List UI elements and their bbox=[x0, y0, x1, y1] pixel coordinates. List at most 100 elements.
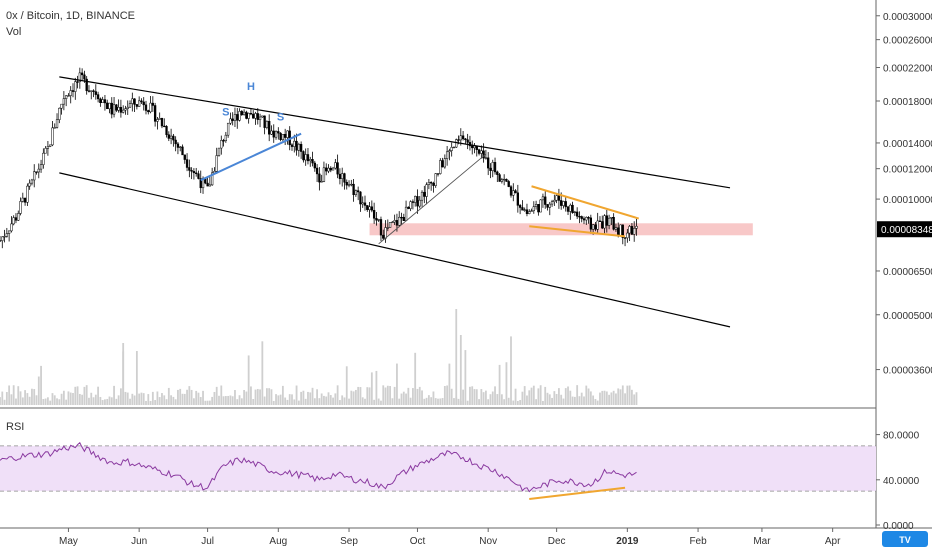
volume-bar bbox=[213, 391, 216, 405]
candle-body bbox=[509, 186, 513, 196]
volume-bar bbox=[564, 388, 567, 405]
candle-body bbox=[112, 104, 116, 115]
volume-bar bbox=[297, 400, 300, 405]
volume-bar bbox=[373, 399, 376, 405]
candle-body bbox=[306, 154, 310, 162]
candle-body bbox=[382, 234, 385, 239]
candle-body bbox=[309, 159, 312, 162]
candle-body bbox=[503, 178, 506, 181]
time-tick-label: Apr bbox=[825, 536, 841, 547]
volume-bar bbox=[304, 398, 307, 405]
volume-bar bbox=[480, 389, 483, 405]
volume-legend[interactable]: Vol bbox=[6, 26, 22, 38]
volume-bar bbox=[259, 389, 261, 405]
logo-badge bbox=[882, 531, 928, 547]
rsi-axis[interactable]: 80.0000 40.0000 0.0000 bbox=[876, 431, 920, 532]
candle-body bbox=[90, 90, 93, 92]
candle-body bbox=[418, 199, 421, 207]
candle-body bbox=[354, 190, 358, 195]
volume-bar bbox=[69, 392, 72, 405]
candle-body bbox=[628, 226, 631, 234]
tradingview-logo[interactable]: TV bbox=[882, 531, 928, 547]
volume-bar bbox=[427, 395, 430, 405]
candle-body bbox=[5, 233, 8, 237]
volume-bar bbox=[443, 386, 446, 405]
time-axis[interactable]: May Jun Jul Aug Sep Oct Nov Dec 2019 Feb Mar Apr bbox=[59, 528, 841, 547]
volume-bar bbox=[354, 389, 357, 405]
volume-bar bbox=[78, 393, 81, 405]
candle-body bbox=[420, 191, 424, 201]
volume-bar bbox=[190, 389, 193, 405]
candle-body bbox=[425, 184, 428, 197]
volume-bar bbox=[402, 391, 405, 405]
volume-bar bbox=[434, 398, 437, 405]
candle-body bbox=[404, 206, 408, 221]
volume-bar bbox=[145, 400, 147, 405]
volume-bar bbox=[612, 390, 615, 405]
candle-body bbox=[407, 206, 410, 209]
candle-body bbox=[256, 113, 259, 120]
candle-body bbox=[633, 228, 636, 235]
rsi-legend[interactable]: RSI bbox=[6, 421, 25, 433]
candle-body bbox=[427, 182, 431, 185]
volume-bar bbox=[195, 390, 198, 405]
candle-body bbox=[598, 220, 602, 222]
volume-bar bbox=[40, 365, 42, 405]
volume-bar bbox=[519, 400, 522, 405]
volume-bar bbox=[631, 389, 633, 405]
time-tick-label: Mar bbox=[753, 536, 771, 547]
volume-bar bbox=[389, 386, 391, 405]
volume-bar bbox=[224, 396, 227, 405]
volume-bar bbox=[482, 392, 485, 405]
candle-body bbox=[286, 130, 289, 138]
candle-body bbox=[254, 113, 257, 119]
volume-bar bbox=[156, 391, 159, 405]
volume-bar bbox=[357, 386, 360, 405]
candle-body bbox=[222, 140, 225, 142]
candle-body bbox=[126, 106, 129, 109]
candle-body bbox=[395, 220, 399, 226]
volume-bar bbox=[498, 364, 501, 405]
trend-drawings[interactable]: S H S bbox=[59, 76, 731, 328]
candle-body bbox=[635, 225, 638, 229]
volume-bar bbox=[494, 386, 496, 405]
rsi-pane bbox=[0, 441, 876, 501]
candle-body bbox=[270, 130, 273, 135]
volume-bar bbox=[286, 399, 289, 405]
candle-body bbox=[249, 112, 253, 115]
candle-body bbox=[430, 182, 433, 184]
volume-bar bbox=[220, 385, 223, 405]
volume-bar bbox=[186, 389, 188, 405]
volume-bar bbox=[580, 392, 583, 405]
candle-body bbox=[240, 111, 243, 115]
candle-body bbox=[238, 111, 241, 121]
volume-bar bbox=[147, 394, 150, 405]
volume-bar bbox=[177, 389, 179, 405]
candle-body bbox=[537, 204, 540, 213]
volume-bar bbox=[15, 398, 17, 405]
volume-bar bbox=[375, 370, 378, 405]
time-tick-label: Jul bbox=[201, 536, 214, 547]
volume-bar bbox=[254, 389, 257, 405]
candle-body bbox=[163, 125, 166, 128]
candle-body bbox=[149, 102, 152, 113]
volume-bar bbox=[281, 385, 284, 405]
volume-bar bbox=[350, 390, 353, 405]
candle-body bbox=[23, 197, 27, 203]
volume-bar bbox=[199, 397, 202, 405]
volume-bar bbox=[56, 398, 58, 405]
candle-body bbox=[197, 173, 200, 179]
price-axis[interactable]: 0.00030000 0.00026000 0.00022000 0.00018000… bbox=[876, 12, 932, 377]
volume-bar bbox=[106, 398, 109, 405]
candle-body bbox=[580, 216, 583, 219]
volume-bar bbox=[170, 395, 172, 405]
volume-bar bbox=[229, 395, 232, 405]
volume-bar bbox=[633, 394, 636, 405]
candle-body bbox=[51, 127, 54, 146]
symbol-legend[interactable]: 0x / Bitcoin, 1D, BINANCE bbox=[6, 10, 135, 22]
volume-bar bbox=[151, 391, 154, 405]
volume-bar bbox=[368, 387, 371, 405]
volume-bar bbox=[329, 395, 332, 405]
candle-body bbox=[83, 74, 86, 80]
